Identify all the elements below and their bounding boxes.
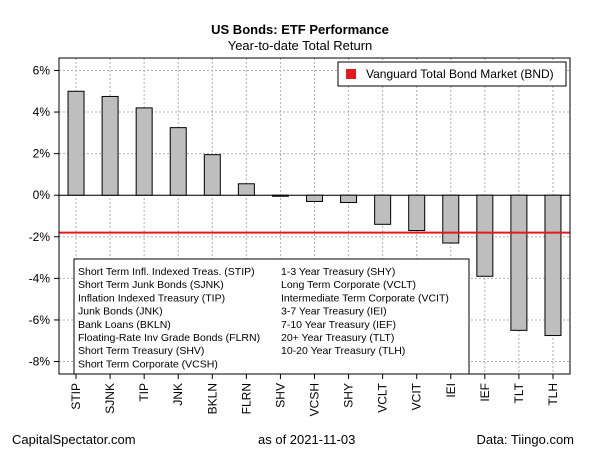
y-tick-label: -4%	[29, 271, 51, 285]
x-tick-label: BKLN	[205, 383, 219, 414]
ticker-key-item: Junk Bonds (JNK)	[78, 306, 163, 318]
bar-vcit	[408, 194, 426, 232]
x-tick-label: VCIT	[410, 382, 424, 410]
ticker-key-item: Short Term Infl. Indexed Treas. (STIP)	[78, 266, 255, 278]
y-tick-label: 6%	[33, 63, 51, 77]
y-tick-label: 2%	[33, 147, 51, 161]
legend-label-bnd: Vanguard Total Bond Market (BND)	[366, 67, 554, 81]
bar-sjnk	[101, 95, 119, 196]
ticker-key-item: Floating-Rate Inv Grade Bonds (FLRN)	[78, 332, 260, 344]
bar-stip	[67, 90, 85, 196]
ticker-key-item: 7-10 Year Treasury (IEF)	[281, 319, 396, 331]
ticker-key-item: Bank Loans (BKLN)	[78, 319, 171, 331]
y-tick-label: 4%	[33, 105, 51, 119]
y-tick-label: -2%	[29, 230, 51, 244]
x-tick-label: IEF	[478, 383, 492, 402]
chart-subtitle: Year-to-date Total Return	[227, 38, 373, 53]
y-tick-label: 0%	[33, 188, 51, 202]
ticker-key-item: Short Term Treasury (SHV)	[78, 345, 204, 357]
ticker-key-item: 20+ Year Treasury (TLT)	[281, 332, 394, 344]
legend-swatch-bnd	[346, 69, 356, 79]
x-tick-label: IEI	[444, 383, 458, 398]
bar-flrn	[237, 183, 255, 196]
legend-box	[337, 61, 567, 87]
bar-bkln	[203, 154, 221, 196]
x-tick-label: TLT	[512, 382, 526, 403]
bar-tlh	[544, 194, 562, 337]
footer-date: as of 2021-11-03	[258, 432, 356, 447]
ticker-key-item: Intermediate Term Corporate (VCIT)	[281, 292, 449, 304]
bar-ief	[476, 194, 494, 277]
x-tick-label: SHV	[273, 383, 287, 408]
x-tick-label: VCLT	[376, 382, 390, 412]
chart-title: US Bonds: ETF Performance	[211, 22, 389, 37]
x-tick-label: STIP	[69, 383, 83, 410]
bar-jnk	[169, 127, 187, 196]
footer-data-source: Data: Tiingo.com	[476, 432, 574, 447]
bar-shy	[340, 194, 358, 203]
ticker-key-item: Short Term Junk Bonds (SJNK)	[78, 279, 224, 291]
ticker-key-item: 3-7 Year Treasury (IEI)	[281, 306, 387, 318]
ticker-key-item: Inflation Indexed Treasury (TIP)	[78, 292, 225, 304]
bar-vcsh	[306, 194, 323, 202]
bar-tip	[135, 107, 153, 196]
x-tick-label: JNK	[171, 383, 185, 406]
footer-source-site: CapitalSpectator.com	[12, 432, 136, 447]
x-tick-label: VCSH	[308, 383, 322, 416]
ticker-key-item: 1-3 Year Treasury (SHY)	[281, 266, 395, 278]
x-tick-label: FLRN	[239, 383, 253, 414]
y-tick-label: -8%	[29, 355, 51, 369]
ticker-key-box	[73, 258, 470, 375]
ticker-key-item: Long Term Corporate (VCLT)	[281, 279, 416, 291]
x-tick-label: SHY	[342, 383, 356, 408]
bar-vclt	[374, 194, 392, 225]
bar-iei	[442, 194, 460, 244]
bar-shv	[271, 194, 289, 197]
bar-tlt	[510, 194, 528, 331]
x-tick-label: TLH	[546, 383, 560, 406]
ticker-key-item: Short Term Corporate (VCSH)	[78, 358, 218, 370]
x-tick-label: TIP	[137, 383, 151, 402]
y-tick-label: -6%	[29, 313, 51, 327]
ticker-key-item: 10-20 Year Treasury (TLH)	[281, 345, 405, 357]
x-tick-label: SJNK	[103, 383, 117, 414]
